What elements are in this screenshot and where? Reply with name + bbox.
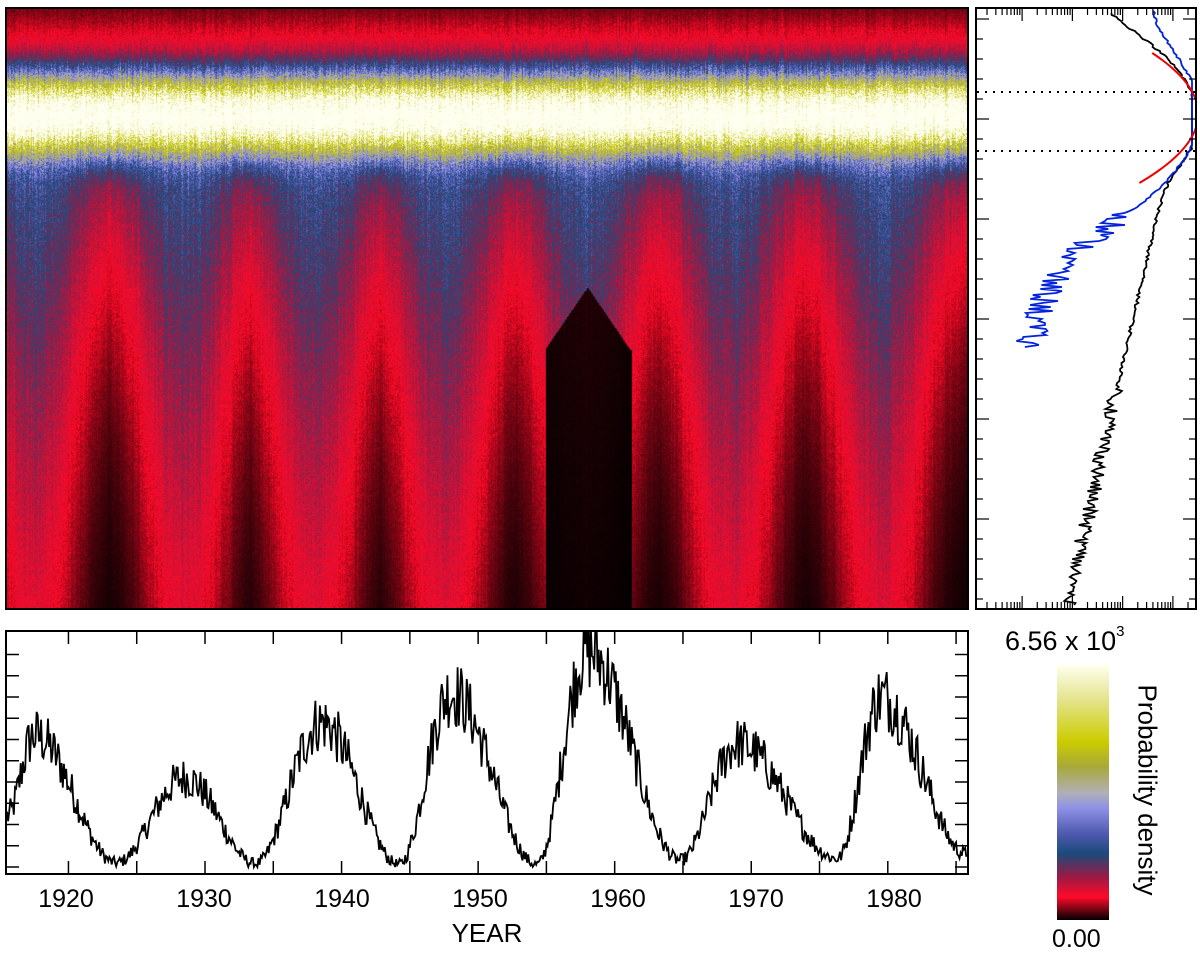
time-series-plot [7,632,967,873]
colorbar-max-exponent: 3 [1116,623,1125,640]
colorbar-min-label: 0.00 [1052,925,1101,953]
time-series-panel [5,630,969,875]
colorbar [1057,665,1109,920]
heatmap-canvas [7,9,967,608]
side-distribution-panel [975,7,1197,610]
x-tick-label: 1930 [176,885,232,913]
colorbar-max-label: 6.56 x 103 [1005,623,1125,657]
red-fit-line [1138,52,1195,184]
x-tick-label: 1940 [314,885,370,913]
colorbar-title: Probability density [1132,684,1163,896]
x-tick-label: 1920 [38,885,94,913]
colorbar-max-value: 6.56 x 10 [1005,626,1117,656]
x-tick-label: 1970 [728,885,784,913]
heatmap-panel [5,7,969,610]
x-tick-label: 1980 [866,885,922,913]
x-axis-label: YEAR [451,918,523,948]
x-tick-label: 1960 [590,885,646,913]
x-tick-label: 1950 [452,885,508,913]
side-distribution-plot [977,9,1195,608]
blue-distribution-line [1016,10,1193,348]
sunspot-series-line [7,632,967,871]
black-distribution-line [1062,12,1194,606]
